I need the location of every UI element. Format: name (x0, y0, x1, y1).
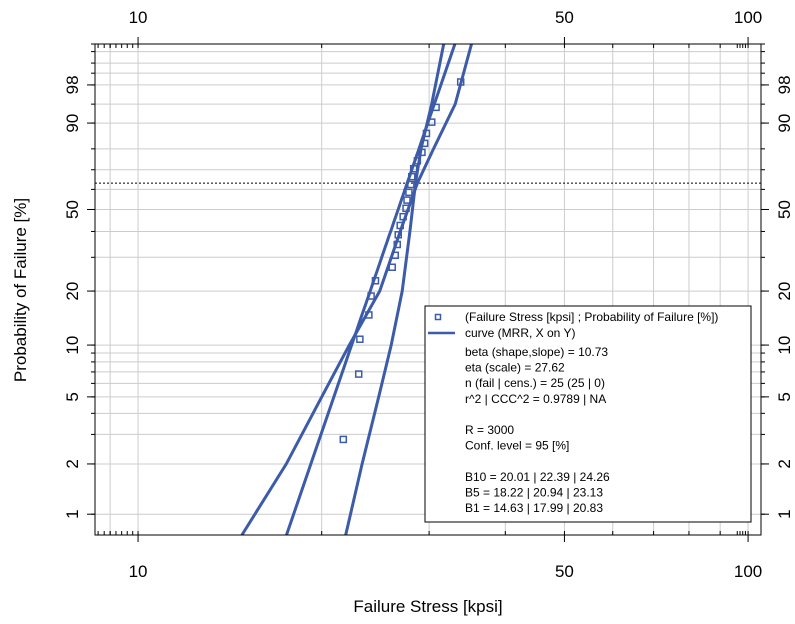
y-tick-label-right: 20 (775, 282, 794, 301)
data-point (432, 103, 440, 112)
data-points (339, 78, 465, 444)
y-tick-label-right: 50 (775, 200, 794, 219)
y-tick-label: 20 (63, 282, 82, 301)
y-tick-label: 50 (63, 200, 82, 219)
data-point (393, 240, 401, 249)
data-point (407, 180, 415, 189)
data-point (409, 164, 418, 173)
data-point (420, 139, 429, 148)
legend-stat-line: R = 3000 (465, 423, 514, 437)
data-point (422, 129, 431, 138)
data-point (367, 292, 375, 300)
confidence-band-upper (344, 44, 446, 535)
legend-stat-line: B1 = 14.63 | 17.99 | 20.83 (465, 501, 603, 515)
legend: (Failure Stress [kpsi] ; Probability of … (424, 305, 752, 523)
legend-box (424, 305, 752, 523)
data-point (413, 157, 422, 165)
legend-stat-line: n (fail | cens.) = 25 (25 | 0) (465, 376, 605, 390)
y-tick-label: 10 (63, 336, 82, 355)
data-point (354, 370, 363, 378)
y-tick-label: 90 (63, 114, 82, 133)
y-tick-label: 98 (63, 75, 82, 94)
x-tick-label: 100 (734, 562, 762, 581)
confidence-band-lower (240, 44, 473, 535)
y-tick-label: 5 (63, 392, 82, 401)
y-tick-label-right: 5 (775, 392, 794, 401)
legend-points-label: (Failure Stress [kpsi] ; Probability of … (465, 310, 718, 324)
legend-stat-line: beta (shape,slope) = 10.73 (465, 345, 608, 359)
data-point (418, 148, 426, 157)
y-tick-label-right: 10 (775, 336, 794, 355)
data-point (405, 188, 413, 197)
data-point (396, 221, 404, 230)
legend-curve-label: curve (MRR, X on Y) (465, 326, 575, 340)
data-point (402, 204, 410, 212)
data-point (408, 172, 416, 181)
legend-stat-line: eta (scale) = 27.62 (465, 361, 565, 375)
x-axis-title: Failure Stress [kpsi] (353, 597, 502, 616)
data-point (403, 196, 411, 204)
data-point (399, 212, 407, 221)
legend-stat-line: Conf. level = 95 [%] (465, 439, 569, 453)
legend-stat-line: B5 = 18.22 | 20.94 | 23.13 (465, 485, 603, 499)
x-tick-label-top: 50 (555, 8, 574, 27)
x-tick-label-top: 10 (129, 8, 148, 27)
axis-ticks: 10 10 50 50 100 100 1 1 2 2 5 5 10 10 20 20 50 50 90 90 98 98 (63, 8, 794, 581)
x-tick-label: 50 (555, 562, 574, 581)
data-point (394, 231, 402, 239)
y-tick-label-right: 90 (775, 114, 794, 133)
y-tick-label-right: 1 (775, 509, 794, 518)
legend-stat-line: B10 = 20.01 | 22.39 | 24.26 (465, 470, 610, 484)
x-tick-label-top: 100 (734, 8, 762, 27)
data-point (339, 435, 348, 444)
y-tick-label: 2 (63, 459, 82, 468)
data-point (427, 118, 436, 126)
data-point (391, 251, 399, 260)
plot-frame (94, 43, 762, 536)
data-point (371, 277, 380, 285)
x-tick-label: 10 (129, 562, 148, 581)
data-point (365, 311, 373, 319)
y-tick-label-right: 98 (775, 75, 794, 94)
data-point (456, 78, 465, 86)
data-point (356, 335, 364, 343)
y-tick-label: 1 (63, 509, 82, 518)
data-point (388, 263, 396, 272)
y-tick-label-right: 2 (775, 459, 794, 468)
legend-stat-line: r^2 | CCC^2 = 0.9789 | NA (465, 392, 606, 406)
y-axis-title: Probability of Failure [%] (11, 198, 30, 382)
legend-point-icon (434, 313, 442, 321)
